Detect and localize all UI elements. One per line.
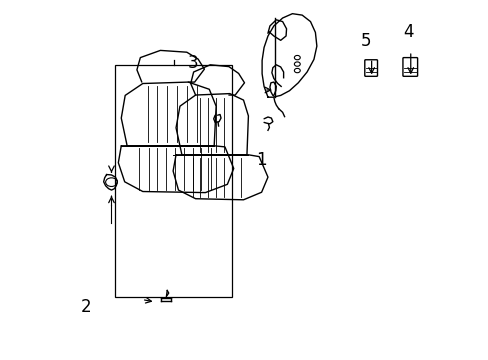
Text: 4: 4 [402,23,413,41]
Text: 5: 5 [360,32,370,50]
Text: 3: 3 [187,54,198,72]
Text: 2: 2 [80,298,91,316]
Bar [115,65,232,297]
Text: 1: 1 [256,151,266,169]
